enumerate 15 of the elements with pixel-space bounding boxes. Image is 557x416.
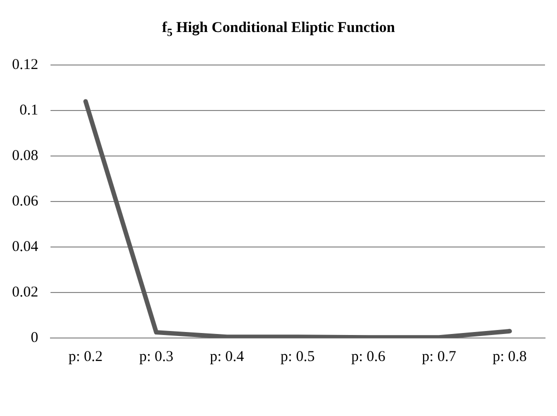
x-tick-label: p: 0.3 xyxy=(139,348,174,365)
chart-title: f$_{5}$ High Conditional Eliptic Function xyxy=(160,19,396,41)
x-tick-label: p: 0.6 xyxy=(351,348,386,365)
y-tick-label: 0.08 xyxy=(12,148,38,164)
x-tick-label: p: 0.8 xyxy=(492,348,527,365)
x-tick-label: p: 0.4 xyxy=(210,348,245,365)
x-tick-label: p: 0.2 xyxy=(68,348,103,365)
x-tick-label: p: 0.7 xyxy=(422,348,457,365)
y-tick-label: 0.02 xyxy=(12,284,38,300)
x-tick-label: p: 0.5 xyxy=(280,348,315,365)
y-tick-label: 0.06 xyxy=(12,193,39,210)
y-tick-label: 0 xyxy=(30,330,38,346)
y-tick-label: 0.1 xyxy=(20,102,38,118)
y-tick-label: 0.04 xyxy=(12,238,39,255)
y-tick-label: 0.12 xyxy=(12,56,38,73)
